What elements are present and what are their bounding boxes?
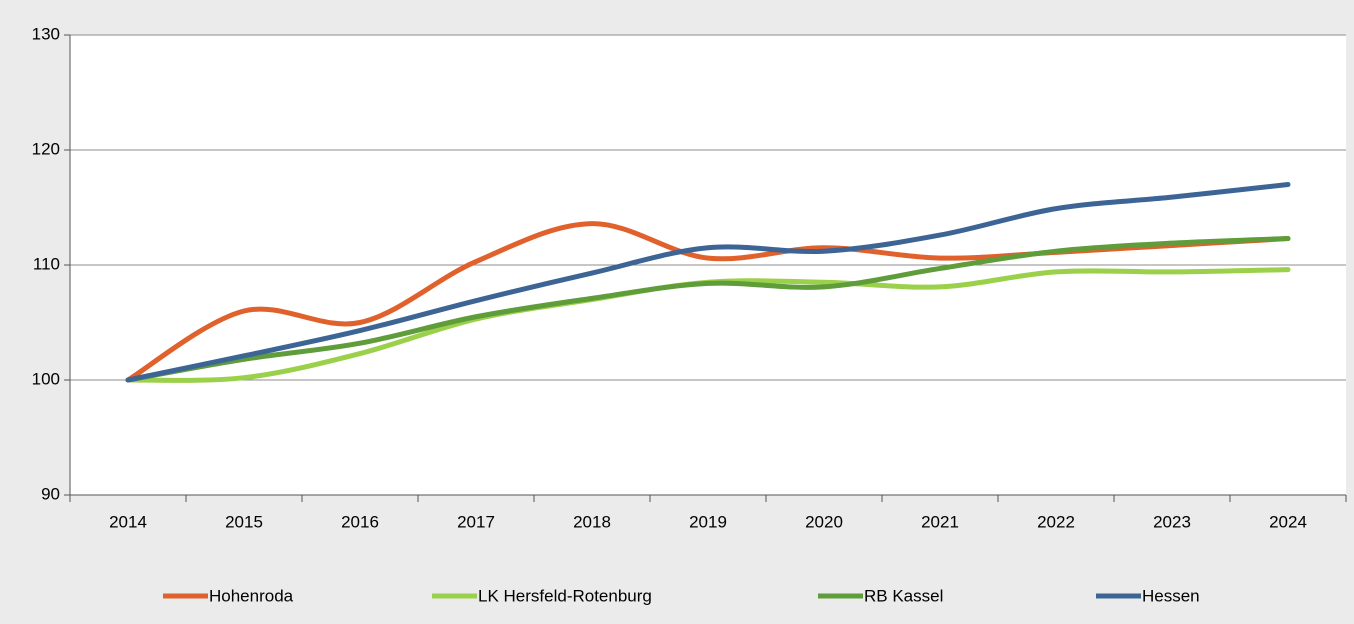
y-tick-label: 110 — [33, 254, 60, 273]
legend-label: RB Kassel — [864, 586, 943, 605]
y-tick-label: 90 — [41, 484, 60, 503]
x-tick-label: 2024 — [1269, 512, 1307, 531]
y-tick-label: 100 — [32, 369, 60, 388]
x-tick-label: 2014 — [109, 512, 147, 531]
y-tick-label: 130 — [32, 24, 60, 43]
legend-label: Hohenroda — [209, 586, 294, 605]
y-tick-label: 120 — [32, 139, 60, 158]
x-tick-label: 2021 — [921, 512, 959, 531]
legend-label: LK Hersfeld-Rotenburg — [478, 586, 652, 605]
legend-label: Hessen — [1142, 586, 1200, 605]
x-tick-label: 2017 — [457, 512, 495, 531]
x-tick-label: 2015 — [225, 512, 263, 531]
x-tick-label: 2023 — [1153, 512, 1191, 531]
x-tick-label: 2022 — [1037, 512, 1075, 531]
series-line — [125, 236, 1291, 383]
x-tick-label: 2018 — [573, 512, 611, 531]
x-tick-label: 2020 — [805, 512, 843, 531]
x-tick-label: 2016 — [341, 512, 379, 531]
x-tick-label: 2019 — [689, 512, 727, 531]
series-line — [125, 182, 1291, 383]
